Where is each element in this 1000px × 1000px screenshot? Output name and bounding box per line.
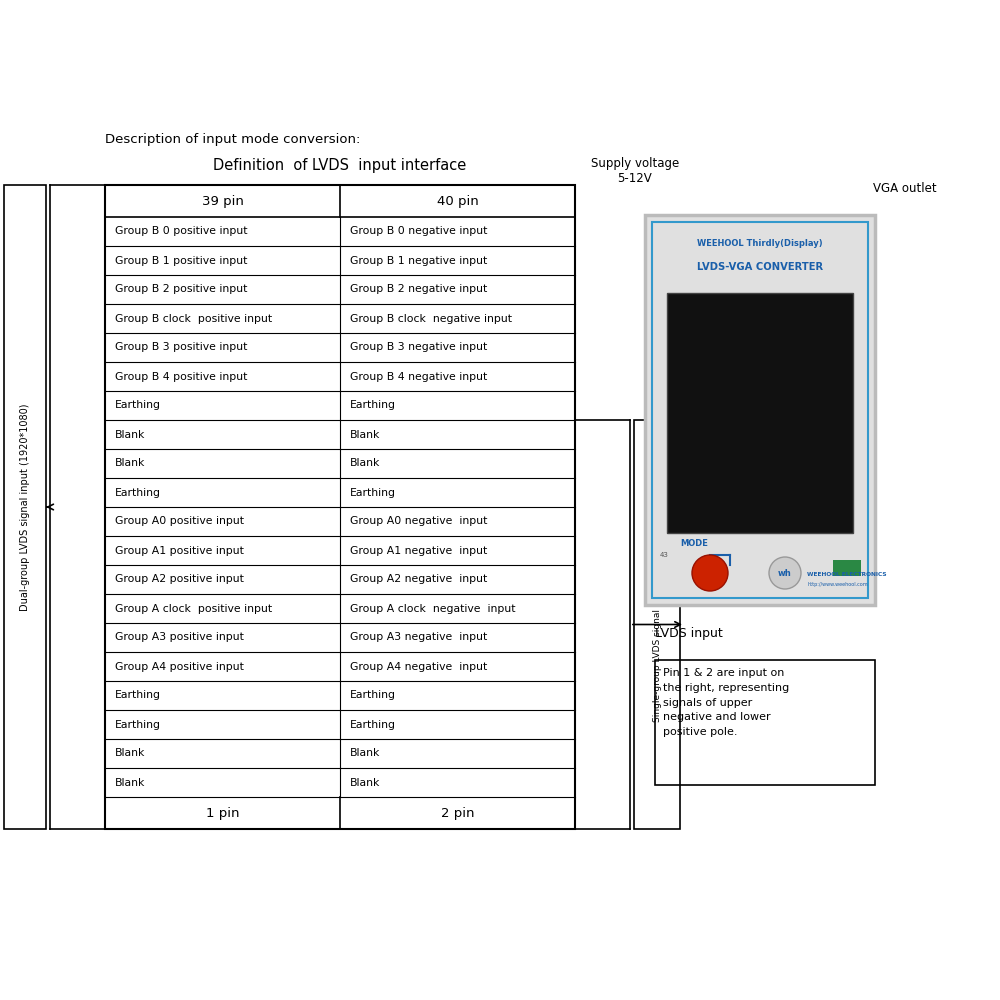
Text: Blank: Blank bbox=[350, 458, 380, 468]
Text: http://www.weehool.com: http://www.weehool.com bbox=[807, 582, 868, 587]
Text: Group B 0 negative input: Group B 0 negative input bbox=[350, 227, 487, 236]
Text: 40 pin: 40 pin bbox=[437, 194, 478, 208]
Bar bbox=[4, 185, 46, 829]
Text: Blank: Blank bbox=[115, 778, 145, 788]
Bar bbox=[833, 560, 861, 576]
Text: Blank: Blank bbox=[115, 748, 145, 758]
Text: Dual-group LVDS signal input (1920*1080): Dual-group LVDS signal input (1920*1080) bbox=[20, 403, 30, 611]
Text: Earthing: Earthing bbox=[350, 690, 396, 700]
Text: Blank: Blank bbox=[350, 778, 380, 788]
Text: LVDS input: LVDS input bbox=[655, 627, 723, 640]
Bar bbox=[645, 215, 875, 605]
Text: WEEHOOL ELECTRONICS: WEEHOOL ELECTRONICS bbox=[807, 572, 887, 577]
Bar bbox=[105, 185, 575, 829]
Circle shape bbox=[692, 555, 728, 591]
Text: Blank: Blank bbox=[115, 458, 145, 468]
Text: 2 pin: 2 pin bbox=[441, 806, 474, 820]
Text: Blank: Blank bbox=[350, 430, 380, 440]
Text: Earthing: Earthing bbox=[115, 488, 161, 497]
Text: Group B 3 negative input: Group B 3 negative input bbox=[350, 342, 487, 353]
Text: Group B 0 positive input: Group B 0 positive input bbox=[115, 227, 248, 236]
Text: 43: 43 bbox=[660, 552, 669, 558]
Text: Earthing: Earthing bbox=[115, 720, 161, 730]
Text: 1 pin: 1 pin bbox=[206, 806, 239, 820]
Text: VGA outlet: VGA outlet bbox=[873, 182, 937, 195]
Text: Group B 4 negative input: Group B 4 negative input bbox=[350, 371, 487, 381]
Text: Earthing: Earthing bbox=[115, 690, 161, 700]
Text: Group A1 positive input: Group A1 positive input bbox=[115, 546, 244, 556]
Text: Group A1 negative  input: Group A1 negative input bbox=[350, 546, 487, 556]
Text: Group A2 positive input: Group A2 positive input bbox=[115, 574, 244, 584]
Text: Group A4 negative  input: Group A4 negative input bbox=[350, 662, 487, 672]
Text: Group A3 negative  input: Group A3 negative input bbox=[350, 633, 487, 643]
Text: Earthing: Earthing bbox=[350, 720, 396, 730]
Text: Group A clock  negative  input: Group A clock negative input bbox=[350, 603, 516, 613]
Text: Group A clock  positive input: Group A clock positive input bbox=[115, 603, 272, 613]
Text: Group B 4 positive input: Group B 4 positive input bbox=[115, 371, 247, 381]
Text: Group B clock  negative input: Group B clock negative input bbox=[350, 314, 512, 324]
Text: Group B 3 positive input: Group B 3 positive input bbox=[115, 342, 247, 353]
Text: Supply voltage
5-12V: Supply voltage 5-12V bbox=[591, 157, 679, 185]
Text: Group B 1 positive input: Group B 1 positive input bbox=[115, 255, 247, 265]
Text: Group A4 positive input: Group A4 positive input bbox=[115, 662, 244, 672]
Text: Group A0 negative  input: Group A0 negative input bbox=[350, 516, 487, 526]
Text: Blank: Blank bbox=[350, 748, 380, 758]
Text: MODE: MODE bbox=[680, 538, 708, 548]
Text: Pin 1 & 2 are input on
the right, representing
signals of upper
negative and low: Pin 1 & 2 are input on the right, repres… bbox=[663, 668, 789, 737]
Text: Earthing: Earthing bbox=[350, 488, 396, 497]
Bar bbox=[655, 660, 875, 785]
Text: Earthing: Earthing bbox=[115, 400, 161, 410]
Bar bbox=[667, 293, 853, 533]
Text: Definition  of LVDS  input interface: Definition of LVDS input interface bbox=[213, 158, 467, 173]
Text: 39 pin: 39 pin bbox=[202, 194, 243, 208]
Text: Group B 1 negative input: Group B 1 negative input bbox=[350, 255, 487, 265]
Text: Group A3 positive input: Group A3 positive input bbox=[115, 633, 244, 643]
Text: Group B 2 negative input: Group B 2 negative input bbox=[350, 284, 487, 294]
Text: Group B clock  positive input: Group B clock positive input bbox=[115, 314, 272, 324]
Text: Blank: Blank bbox=[115, 430, 145, 440]
Text: Group A0 positive input: Group A0 positive input bbox=[115, 516, 244, 526]
Text: LVDS-VGA CONVERTER: LVDS-VGA CONVERTER bbox=[697, 262, 823, 272]
Text: WEEHOOL Thirdly(Display): WEEHOOL Thirdly(Display) bbox=[697, 238, 823, 247]
Text: Earthing: Earthing bbox=[350, 400, 396, 410]
Bar bbox=[634, 420, 680, 829]
Text: Group B 2 positive input: Group B 2 positive input bbox=[115, 284, 247, 294]
Bar bbox=[652, 222, 868, 598]
Circle shape bbox=[769, 557, 801, 589]
Text: Single-group LVDS signal input (1366*768): Single-group LVDS signal input (1366*768… bbox=[652, 528, 662, 722]
Text: wh: wh bbox=[778, 568, 792, 578]
Text: Description of input mode conversion:: Description of input mode conversion: bbox=[105, 133, 360, 146]
Text: Group A2 negative  input: Group A2 negative input bbox=[350, 574, 487, 584]
